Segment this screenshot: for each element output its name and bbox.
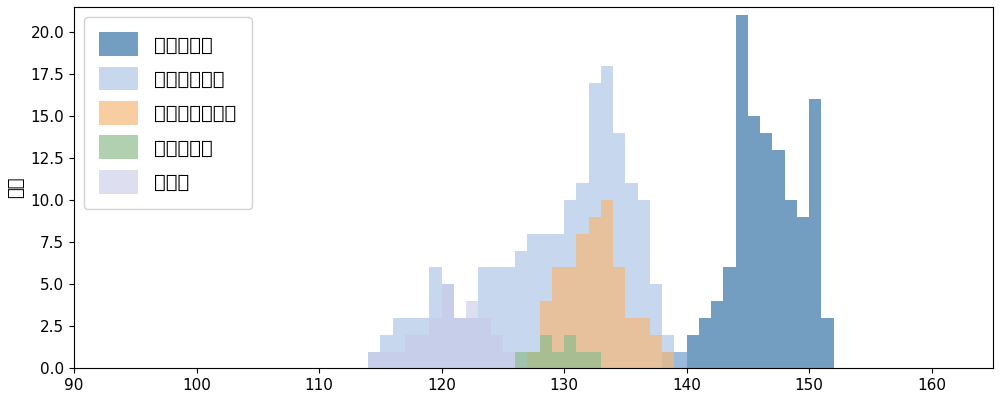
Bar [589, 82, 601, 368]
Bar [638, 318, 650, 368]
Bar [748, 116, 760, 368]
Bar [393, 318, 405, 368]
Bar [442, 284, 454, 368]
Bar [772, 150, 785, 368]
Bar [405, 318, 417, 368]
Bar [760, 133, 772, 368]
Bar [674, 352, 687, 368]
Bar [821, 318, 834, 368]
Bar [417, 335, 429, 368]
Bar [564, 200, 576, 368]
Bar [466, 318, 478, 368]
Bar [589, 217, 601, 368]
Bar [625, 318, 638, 368]
Bar [613, 133, 625, 368]
Bar [662, 352, 674, 368]
Bar [576, 184, 589, 368]
Bar [736, 15, 748, 368]
Bar [515, 352, 527, 368]
Bar [809, 99, 821, 368]
Bar [491, 335, 503, 368]
Bar [723, 268, 736, 368]
Bar [662, 352, 674, 368]
Bar [576, 234, 589, 368]
Bar [650, 284, 662, 368]
Bar [503, 268, 515, 368]
Bar [368, 352, 380, 368]
Bar [540, 335, 552, 368]
Bar [478, 268, 491, 368]
Bar [601, 200, 613, 368]
Bar [393, 352, 405, 368]
Bar [711, 301, 723, 368]
Bar [797, 217, 809, 368]
Bar [527, 234, 540, 368]
Bar [540, 301, 552, 368]
Bar [405, 335, 417, 368]
Bar [503, 352, 515, 368]
Bar [417, 318, 429, 368]
Bar [515, 251, 527, 368]
Bar [650, 335, 662, 368]
Bar [552, 234, 564, 368]
Bar [429, 318, 442, 368]
Bar [380, 352, 393, 368]
Legend: ストレート, カットボール, チェンジアップ, スライダー, カーブ: ストレート, カットボール, チェンジアップ, スライダー, カーブ [84, 17, 252, 209]
Bar [564, 268, 576, 368]
Bar [687, 335, 699, 368]
Bar [552, 352, 564, 368]
Bar [699, 318, 711, 368]
Y-axis label: 球数: 球数 [7, 177, 25, 198]
Bar [564, 335, 576, 368]
Bar [601, 66, 613, 368]
Bar [478, 318, 491, 368]
Bar [466, 301, 478, 368]
Bar [552, 268, 564, 368]
Bar [527, 352, 540, 368]
Bar [785, 200, 797, 368]
Bar [454, 318, 466, 368]
Bar [527, 352, 540, 368]
Bar [662, 335, 674, 368]
Bar [442, 284, 454, 368]
Bar [540, 234, 552, 368]
Bar [625, 184, 638, 368]
Bar [454, 318, 466, 368]
Bar [613, 268, 625, 368]
Bar [429, 268, 442, 368]
Bar [638, 200, 650, 368]
Bar [380, 335, 393, 368]
Bar [491, 268, 503, 368]
Bar [368, 352, 380, 368]
Bar [674, 352, 687, 368]
Bar [576, 352, 589, 368]
Bar [589, 352, 601, 368]
